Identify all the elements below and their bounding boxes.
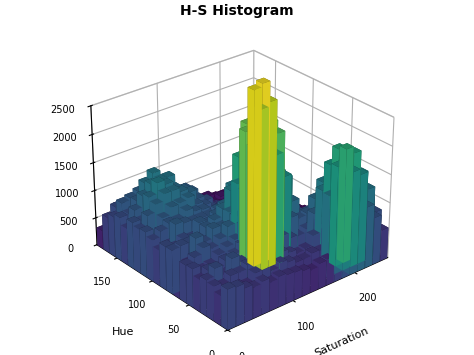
X-axis label: Saturation: Saturation (313, 326, 370, 355)
Y-axis label: Hue: Hue (112, 327, 134, 337)
Title: H-S Histogram: H-S Histogram (180, 4, 294, 18)
